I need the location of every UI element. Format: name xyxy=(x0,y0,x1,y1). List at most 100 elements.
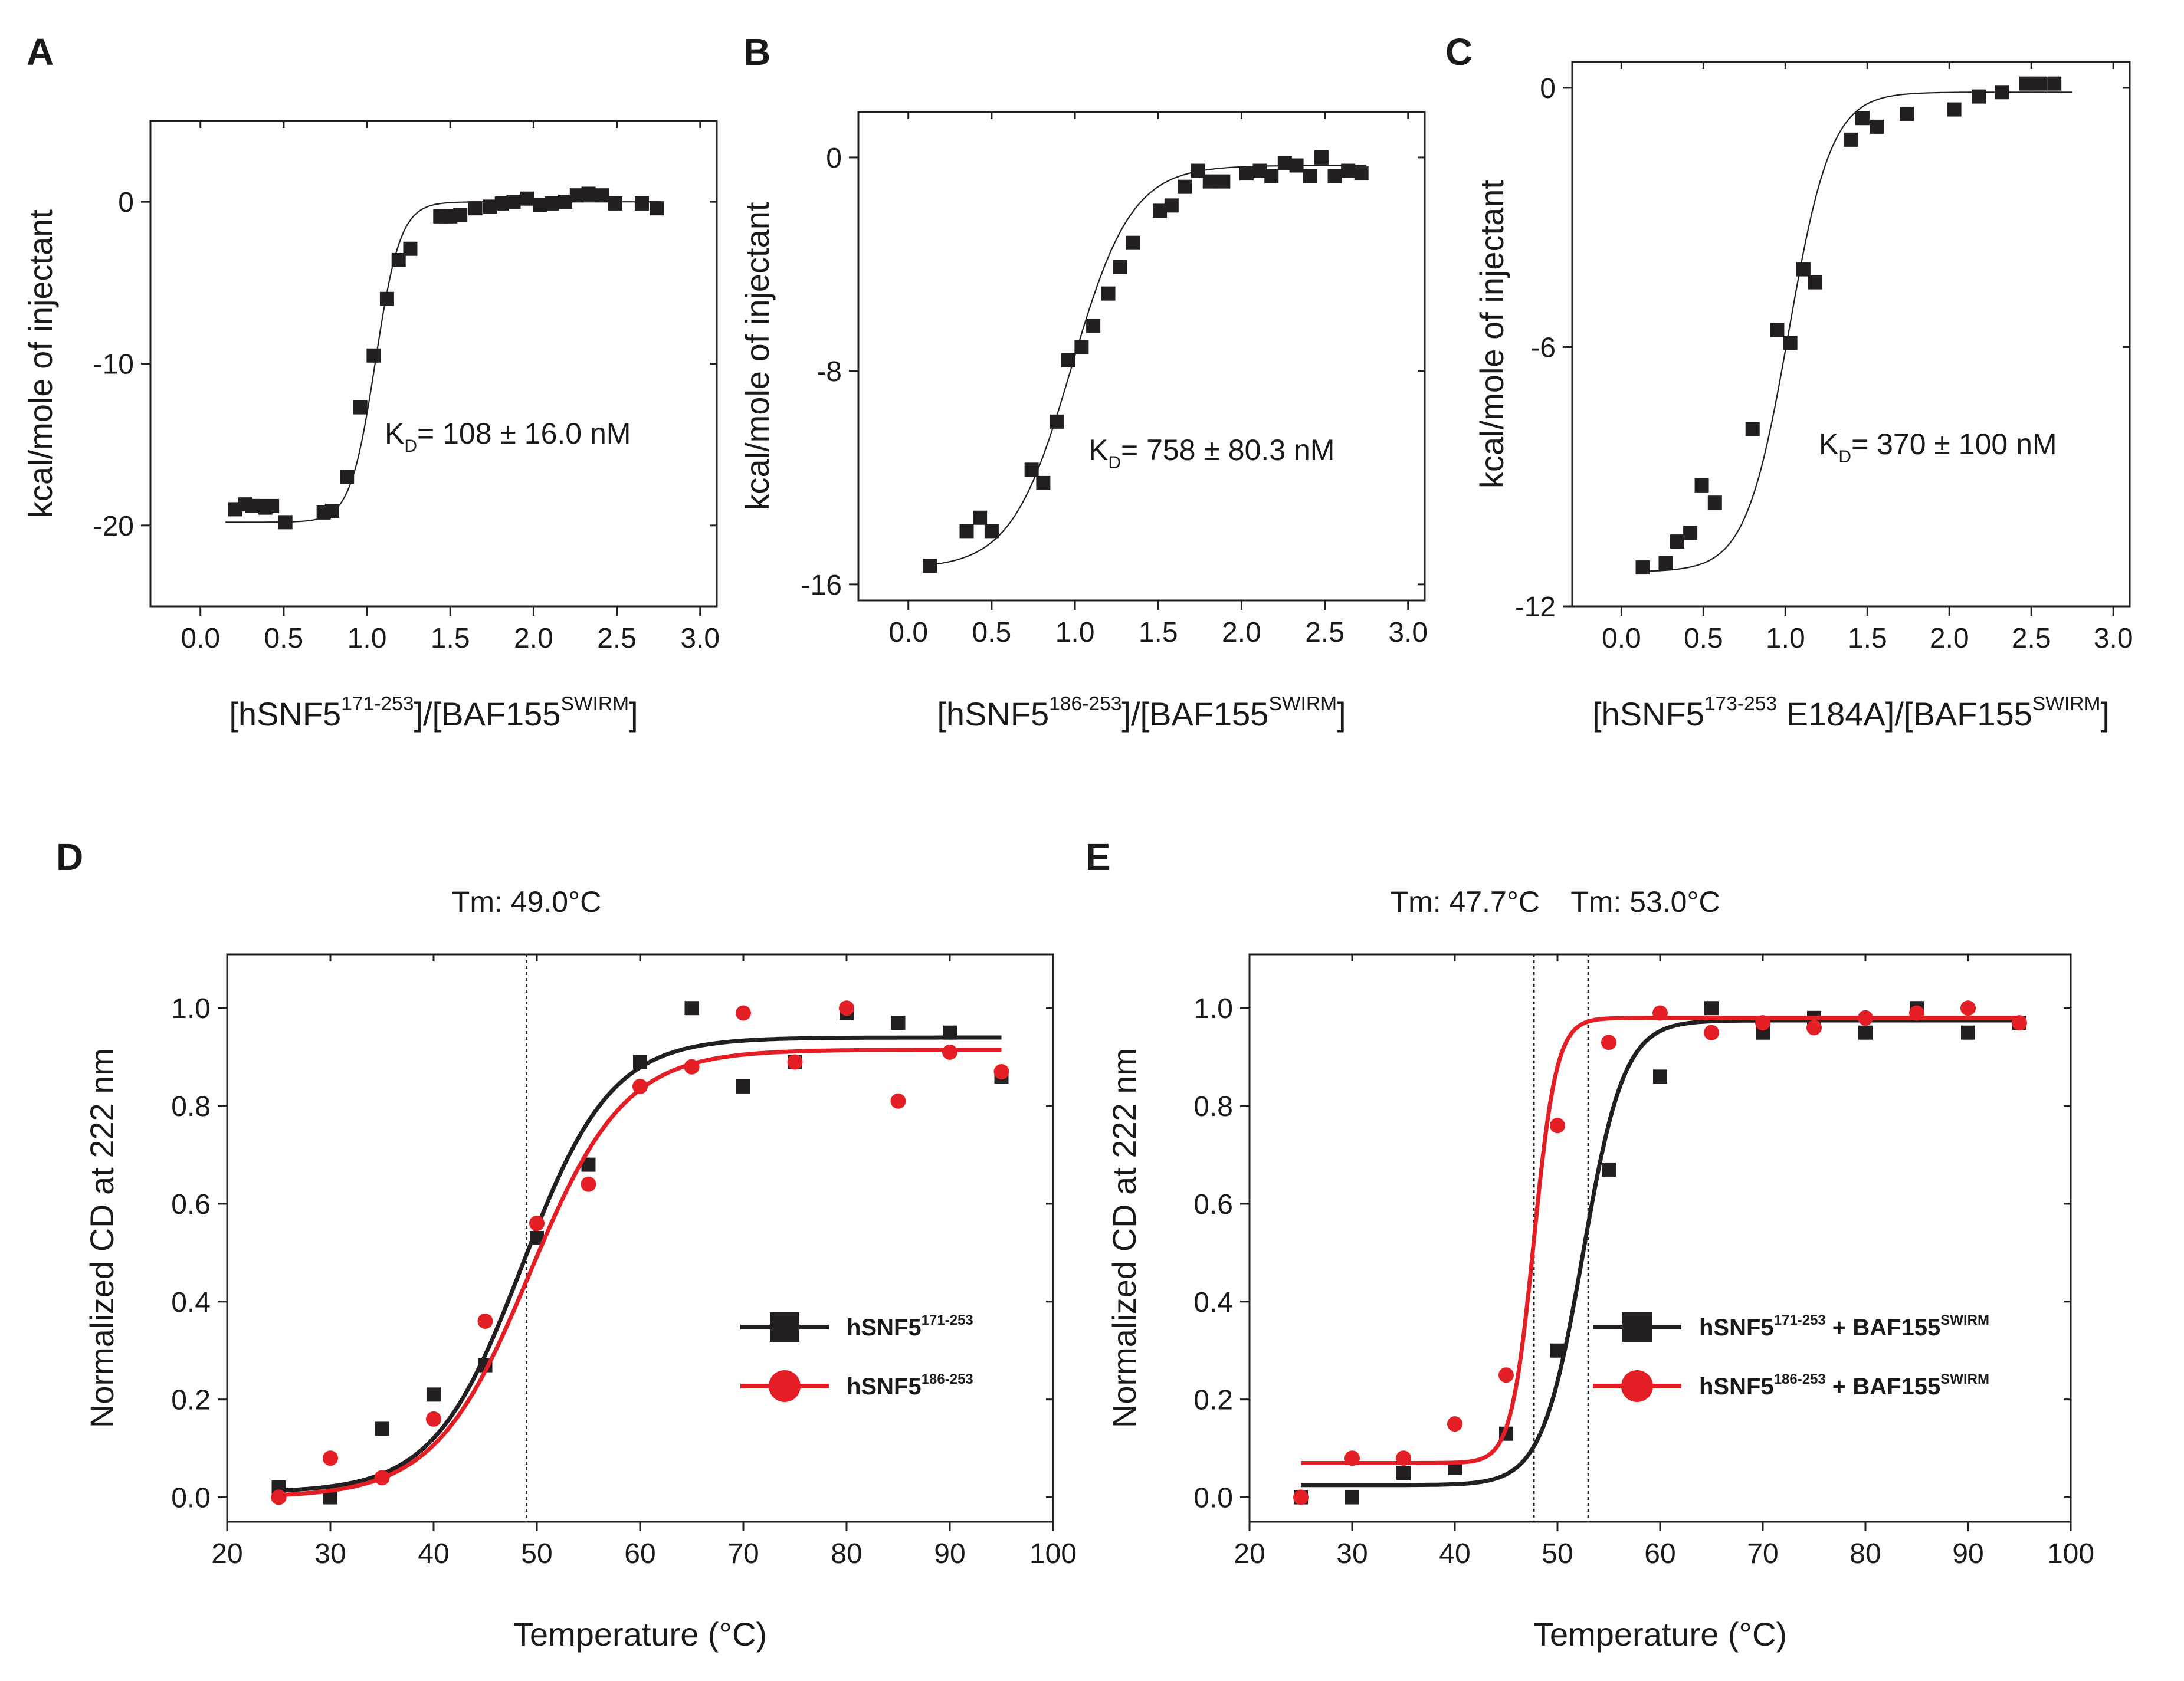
data-point xyxy=(984,524,999,539)
data-point xyxy=(1770,323,1785,337)
data-point xyxy=(1036,475,1051,490)
data-point xyxy=(545,196,559,211)
data-point xyxy=(839,1000,854,1016)
data-point xyxy=(1341,163,1356,178)
x-tick-label: 80 xyxy=(1849,1538,1881,1570)
y-axis-title: Normalized CD at 222 nm xyxy=(1106,1048,1143,1428)
x-tick-label: 2.5 xyxy=(1305,617,1344,648)
data-point xyxy=(427,1387,441,1402)
plot-frame xyxy=(1571,61,2131,608)
data-point xyxy=(1550,1343,1565,1358)
data-point xyxy=(634,196,649,211)
x-tick-label: 2.0 xyxy=(1222,617,1261,648)
legend-marker-1 xyxy=(1622,1312,1652,1342)
x-axis-title-sup: SWIRM xyxy=(560,693,629,715)
y-tick-label: 1.0 xyxy=(171,993,211,1025)
data-point xyxy=(1909,1005,1924,1021)
y-tick-label: 0.2 xyxy=(1193,1385,1233,1416)
tm-label: Tm: 47.7°C xyxy=(1391,885,1540,918)
x-axis-title: [hSNF5173-253 E184A]/[BAF155SWIRM] xyxy=(1592,693,2110,733)
x-tick-label: 70 xyxy=(1747,1538,1778,1570)
data-point xyxy=(1694,478,1709,493)
x-tick-label: 60 xyxy=(624,1538,655,1570)
panel-e: E 20 30 40 50 60 70 80 90 100 0.0 0.2 0.4 0.6 0.8 1.0 No… xyxy=(1086,836,2094,1653)
data-point xyxy=(477,1313,493,1329)
panel-label: A xyxy=(27,31,54,73)
data-point xyxy=(1961,1025,1975,1040)
data-point xyxy=(1345,1490,1359,1505)
data-point xyxy=(1303,169,1317,183)
x-tick-label: 60 xyxy=(1644,1538,1675,1570)
data-point xyxy=(650,201,664,216)
tm-label: Tm: 53.0°C xyxy=(1570,885,1720,918)
x-tick-label: 20 xyxy=(211,1538,242,1570)
data-point xyxy=(1113,260,1127,274)
y-axis-title: kcal/mole of injectant xyxy=(22,209,59,518)
data-point xyxy=(684,1059,700,1075)
legend-label-1: hSNF5171-253 xyxy=(847,1312,973,1341)
x-tick-label: 70 xyxy=(727,1538,759,1570)
x-axis-title-part: ]/[BAF155 xyxy=(414,695,560,733)
y-tick-label: 1.0 xyxy=(1193,993,1233,1025)
data-point xyxy=(340,470,355,484)
x-tick-label: 1.5 xyxy=(1848,623,1887,654)
data-point xyxy=(1900,106,1914,121)
data-point xyxy=(1498,1367,1514,1383)
data-point xyxy=(1239,166,1254,181)
x-tick-label: 0.5 xyxy=(972,617,1012,648)
x-axis-title: [hSNF5186-253]/[BAF155SWIRM] xyxy=(937,693,1346,733)
x-axis-title-part: ] xyxy=(629,695,638,733)
legend-name: hSNF5 xyxy=(1699,1374,1774,1400)
y-tick-label: 0 xyxy=(1540,73,1556,104)
data-point xyxy=(1074,340,1089,354)
data-point xyxy=(1855,111,1870,126)
legend-suffix: + BAF155 xyxy=(1826,1374,1941,1400)
data-point xyxy=(1670,534,1684,549)
data-point xyxy=(684,1001,699,1016)
y-axis-title: kcal/mole of injectant xyxy=(739,202,776,510)
x-tick-label: 1.5 xyxy=(1139,617,1178,648)
data-point xyxy=(736,1079,750,1094)
x-tick-label: 90 xyxy=(934,1538,965,1570)
kd-subscript: D xyxy=(404,436,417,456)
legend-sup: 186-253 xyxy=(1774,1371,1826,1387)
data-point xyxy=(1061,353,1075,367)
x-tick-label: 0.0 xyxy=(1602,623,1641,654)
x-tick-label: 0.0 xyxy=(888,617,928,648)
tm-label: Tm: 49.0°C xyxy=(452,885,601,918)
data-point xyxy=(1858,1010,1873,1026)
panel-a: A 0.0 0.5 1.0 1.5 2.0 2.5 3.0 0 -10 -20 kcal/mole o… xyxy=(22,31,720,733)
data-point xyxy=(891,1016,906,1030)
y-tick-label: -20 xyxy=(93,511,134,542)
data-point xyxy=(1635,560,1650,575)
y-tick-label: -12 xyxy=(1515,592,1556,623)
x-tick-label: 3.0 xyxy=(1388,617,1428,648)
data-point xyxy=(1972,89,1986,104)
data-point xyxy=(1783,336,1798,350)
x-axis-title-part: ] xyxy=(1337,695,1346,733)
x-tick-label: 50 xyxy=(521,1538,552,1570)
data-point xyxy=(1354,166,1369,181)
legend-suffix: + BAF155 xyxy=(1826,1315,1941,1341)
x-tick-label: 2.5 xyxy=(2012,623,2051,654)
data-point xyxy=(1202,174,1217,189)
x-tick-label: 1.0 xyxy=(1055,617,1095,648)
data-point xyxy=(959,524,974,539)
data-point xyxy=(993,1064,1009,1080)
panel-label: E xyxy=(1086,836,1111,878)
fit-curve xyxy=(225,201,659,523)
x-tick-label: 0.5 xyxy=(1684,623,1723,654)
data-point xyxy=(323,1450,338,1466)
fit-curve xyxy=(933,165,1367,566)
x-axis-title: Temperature (°C) xyxy=(513,1616,767,1653)
y-tick-label: 0.4 xyxy=(171,1287,211,1318)
plot-frame xyxy=(857,111,1426,602)
data-point xyxy=(1050,414,1064,429)
data-point xyxy=(1870,119,1884,134)
x-tick-label: 100 xyxy=(1029,1538,1077,1570)
data-point xyxy=(1164,198,1179,213)
data-point xyxy=(581,186,596,201)
y-tick-label: -6 xyxy=(1530,332,1556,363)
y-tick-label: 0.6 xyxy=(1193,1189,1233,1220)
data-point xyxy=(1602,1162,1616,1177)
